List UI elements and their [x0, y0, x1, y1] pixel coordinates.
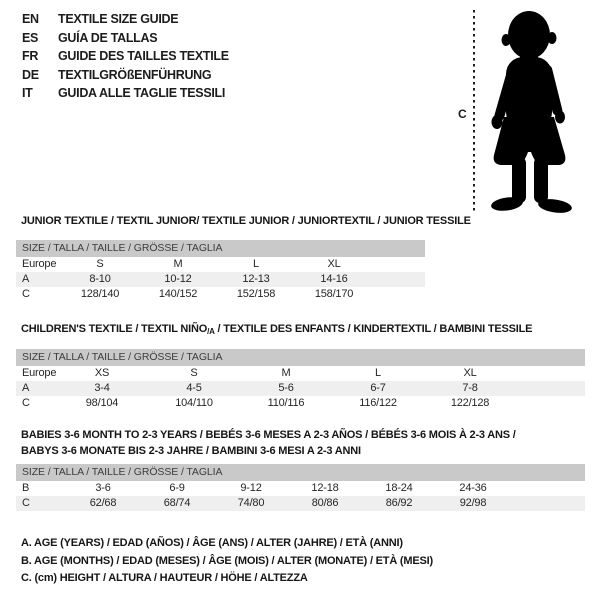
children-title-subscript: /A [207, 327, 215, 336]
table-row-months: B 3-6 6-9 9-12 12-18 18-24 24-36 [16, 481, 585, 496]
size-header-bar: SIZE / TALLA / TAILLE / GRÖSSE / TAGLIA [16, 464, 585, 481]
table-row-height: C 98/104 104/110 110/116 116/122 122/128 [16, 396, 585, 411]
children-title-pre: CHILDREN'S TEXTILE / TEXTIL NIÑO [21, 323, 208, 335]
age-cell: 3-4 [94, 382, 110, 394]
age-cell: 10-12 [164, 273, 192, 285]
age-cell: 8-10 [89, 273, 111, 285]
language-row-es: ES GUÍA DE TALLAS [22, 29, 229, 48]
row-label: Europe [22, 367, 57, 379]
height-cell: 62/68 [89, 497, 117, 509]
height-cell: 68/74 [163, 497, 191, 509]
junior-size-table: SIZE / TALLA / TAILLE / GRÖSSE / TAGLIA … [16, 240, 425, 302]
table-row-height: C 128/140 140/152 152/158 158/170 [16, 287, 425, 302]
size-cell: L [253, 258, 259, 270]
size-cell: S [190, 367, 198, 379]
guide-title: GUÍA DE TALLAS [58, 30, 158, 45]
babies-title-line1: BABIES 3-6 MONTH TO 2-3 YEARS / BEBÉS 3-… [21, 429, 516, 441]
months-cell: 12-18 [311, 482, 339, 494]
language-code: IT [22, 86, 33, 101]
months-cell: 24-36 [459, 482, 487, 494]
children-section-title: CHILDREN'S TEXTILE / TEXTIL NIÑO/A / TEX… [21, 323, 533, 336]
row-label: C [22, 497, 30, 509]
guide-title: GUIDA ALLE TAGLIE TESSILI [58, 86, 226, 101]
height-cell: 74/80 [237, 497, 265, 509]
note-age-months: B. AGE (MONTHS) / EDAD (MESES) / ÂGE (MO… [21, 554, 433, 567]
size-cell: M [281, 367, 291, 379]
height-dotted-line [473, 10, 475, 212]
height-cell: 122/128 [450, 397, 490, 409]
age-cell: 5-6 [278, 382, 294, 394]
row-label: C [22, 288, 30, 300]
size-cell: S [96, 258, 104, 270]
size-header-bar: SIZE / TALLA / TAILLE / GRÖSSE / TAGLIA [16, 240, 425, 257]
children-size-table: SIZE / TALLA / TAILLE / GRÖSSE / TAGLIA … [16, 349, 585, 411]
age-cell: 6-7 [370, 382, 386, 394]
age-cell: 12-13 [242, 273, 270, 285]
language-row-en: EN TEXTILE SIZE GUIDE [22, 10, 229, 29]
size-header-bar: SIZE / TALLA / TAILLE / GRÖSSE / TAGLIA [16, 349, 585, 366]
height-cell: 152/158 [236, 288, 276, 300]
row-label: A [22, 382, 30, 394]
table-row-age: A 3-4 4-5 5-6 6-7 7-8 [16, 381, 585, 396]
height-cell: 86/92 [385, 497, 413, 509]
size-cell: L [375, 367, 381, 379]
months-cell: 6-9 [169, 482, 185, 494]
baby-silhouette-icon [491, 11, 572, 213]
height-cell: 140/152 [158, 288, 198, 300]
height-cell: 92/98 [459, 497, 487, 509]
size-cell: XL [327, 258, 341, 270]
height-cell: 80/86 [311, 497, 339, 509]
height-cell: 158/170 [314, 288, 354, 300]
guide-title: GUIDE DES TAILLES TEXTILE [58, 49, 229, 64]
note-height-cm: C. (cm) HEIGHT / ALTURA / HAUTEUR / HÖHE… [21, 572, 308, 584]
row-label: B [22, 482, 30, 494]
height-cell: 110/116 [267, 397, 305, 409]
legend-notes: A. AGE (YEARS) / EDAD (AÑOS) / ÂGE (ANS)… [21, 535, 433, 588]
size-cell: XL [463, 367, 477, 379]
age-cell: 4-5 [186, 382, 202, 394]
language-row-de: DE TEXTILGRÖßENFÜHRUNG [22, 66, 229, 85]
table-row-europe: Europe XS S M L XL [16, 366, 585, 381]
language-code: FR [22, 49, 39, 64]
children-title-post: / TEXTILE DES ENFANTS / KINDERTEXTIL / B… [214, 323, 533, 335]
height-measure-label: C [458, 107, 467, 121]
language-row-fr: FR GUIDE DES TAILLES TEXTILE [22, 47, 229, 66]
months-cell: 9-12 [240, 482, 262, 494]
height-cell: 116/122 [359, 397, 397, 409]
row-label: C [22, 397, 30, 409]
guide-title: TEXTILGRÖßENFÜHRUNG [58, 67, 212, 82]
age-cell: 7-8 [462, 382, 478, 394]
babies-size-table: SIZE / TALLA / TAILLE / GRÖSSE / TAGLIA … [16, 464, 585, 511]
height-cell: 104/110 [175, 397, 213, 409]
babies-section-title: BABIES 3-6 MONTH TO 2-3 YEARS / BEBÉS 3-… [21, 427, 516, 459]
size-cell: M [173, 258, 183, 270]
row-label: Europe [22, 258, 57, 270]
height-cell: 98/104 [85, 397, 119, 409]
table-row-europe: Europe S M L XL [16, 257, 425, 272]
language-code: DE [22, 67, 39, 82]
language-code: ES [22, 30, 39, 45]
months-cell: 3-6 [95, 482, 111, 494]
row-label: A [22, 273, 30, 285]
language-code: EN [22, 12, 39, 27]
language-row-it: IT GUIDA ALLE TAGLIE TESSILI [22, 84, 229, 103]
table-row-age: A 8-10 10-12 12-13 14-16 [16, 272, 425, 287]
junior-section-title: JUNIOR TEXTILE / TEXTIL JUNIOR/ TEXTILE … [21, 215, 471, 227]
guide-title: TEXTILE SIZE GUIDE [58, 12, 179, 27]
age-cell: 14-16 [320, 273, 348, 285]
height-cell: 128/140 [80, 288, 120, 300]
babies-title-line2: BABYS 3-6 MONATE BIS 2-3 JAHRE / BAMBINI… [21, 445, 361, 457]
note-age-years: A. AGE (YEARS) / EDAD (AÑOS) / ÂGE (ANS)… [21, 537, 403, 549]
language-title-list: EN TEXTILE SIZE GUIDE ES GUÍA DE TALLAS … [22, 10, 229, 103]
size-cell: XS [94, 367, 110, 379]
months-cell: 18-24 [385, 482, 413, 494]
table-row-height: C 62/68 68/74 74/80 80/86 86/92 92/98 [16, 496, 585, 511]
